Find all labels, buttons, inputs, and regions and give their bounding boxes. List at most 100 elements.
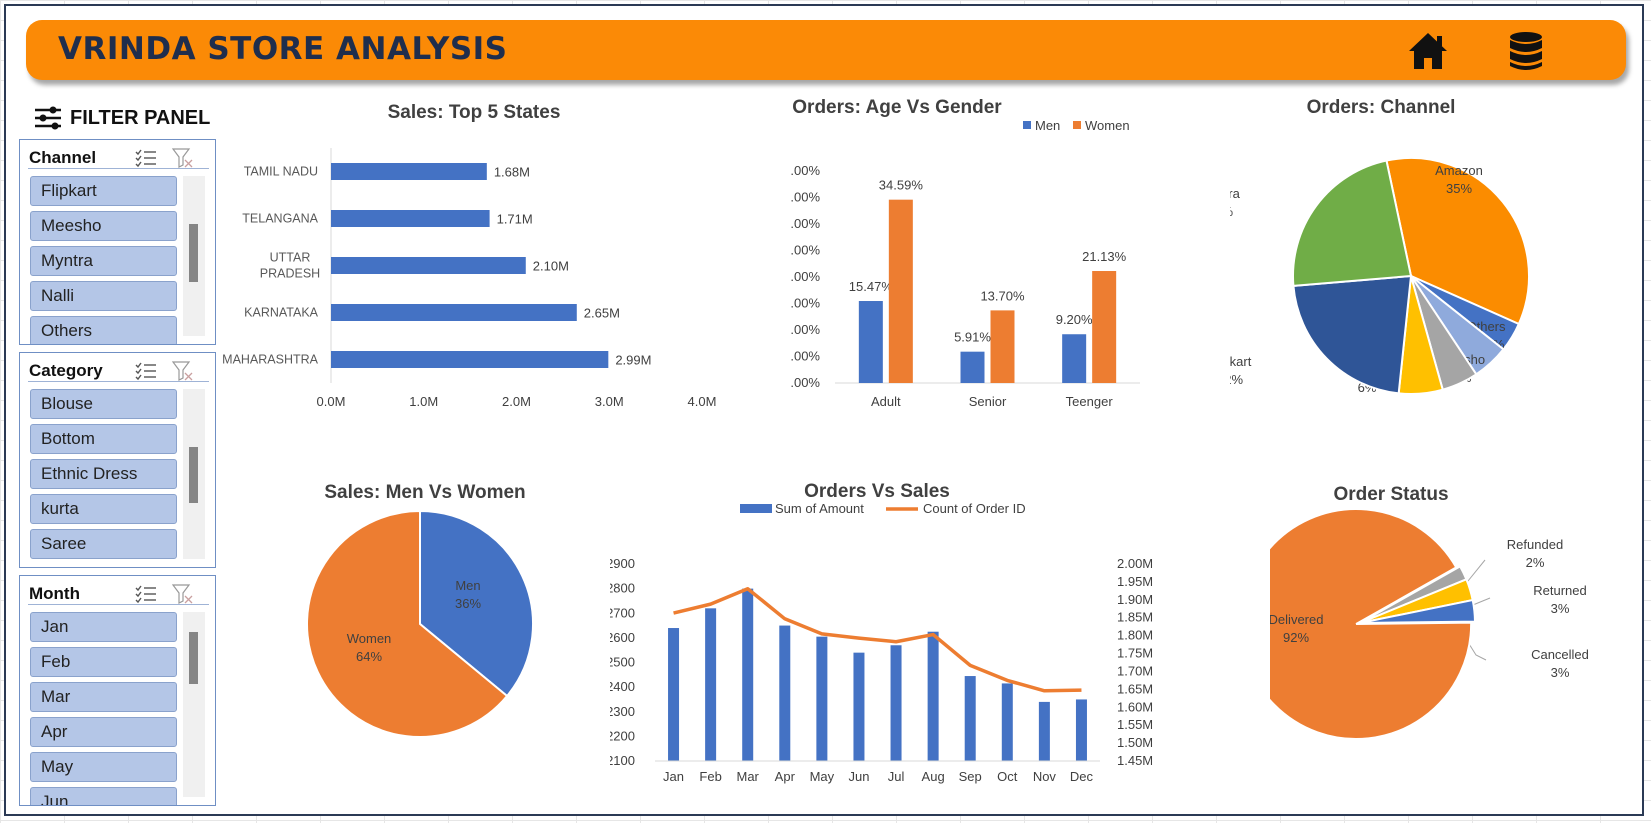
bar bbox=[990, 310, 1015, 383]
slicer-item-myntra[interactable]: Myntra bbox=[30, 246, 177, 276]
y-right-tick-label: 1.75M bbox=[1117, 646, 1153, 661]
multi-select-icon[interactable] bbox=[135, 148, 157, 168]
clear-filter-icon[interactable] bbox=[172, 584, 194, 604]
slicer-item-bottom[interactable]: Bottom bbox=[30, 424, 177, 454]
bar bbox=[331, 210, 490, 227]
y-tick-label: 40.00% bbox=[790, 163, 820, 178]
multi-select-icon[interactable] bbox=[135, 584, 157, 604]
line-series bbox=[673, 586, 1082, 693]
bar bbox=[927, 631, 939, 761]
slice-value-label: 36% bbox=[455, 596, 481, 611]
legend-swatch bbox=[1073, 121, 1081, 129]
category-slicer-header: Category bbox=[28, 359, 209, 382]
legend-swatch bbox=[1023, 121, 1031, 129]
bar bbox=[331, 163, 487, 180]
category-slicer-items: Blouse Bottom Ethnic Dress kurta Saree bbox=[30, 389, 177, 564]
bar bbox=[1062, 334, 1087, 383]
category-label: MAHARASHTRA bbox=[222, 353, 319, 367]
men-women-pie-chart: Men 36% Women 64% Sales: Men Vs Women bbox=[306, 483, 534, 738]
pie-slice-amazon bbox=[1385, 157, 1530, 326]
bar bbox=[960, 351, 985, 383]
month-slicer: Month Jan Feb Mar Apr May Jun bbox=[19, 575, 216, 806]
bar bbox=[331, 351, 609, 368]
dashboard-title: VRINDA STORE ANALYSIS bbox=[58, 31, 508, 67]
data-label: 2.99M bbox=[615, 353, 651, 368]
chart-title: Orders: Age Vs Gender bbox=[792, 97, 1002, 118]
category-slicer-scrollbar[interactable] bbox=[183, 389, 205, 559]
chart-title: Sales: Men Vs Women bbox=[324, 483, 525, 503]
slicer-item-feb[interactable]: Feb bbox=[30, 647, 177, 677]
data-label: 1.68M bbox=[494, 165, 530, 180]
y-left-tick-label: 2600 bbox=[610, 630, 635, 645]
data-label: 9.20% bbox=[1056, 312, 1093, 327]
y-left-tick-label: 2100 bbox=[610, 753, 635, 768]
y-right-tick-label: 1.55M bbox=[1117, 717, 1153, 732]
scrollbar-thumb[interactable] bbox=[189, 632, 198, 684]
category-slicer: Category Blouse Bottom Ethnic Dress kurta Sar… bbox=[19, 352, 216, 568]
category-slicer-title: Category bbox=[29, 361, 103, 380]
slicer-item-mar[interactable]: Mar bbox=[30, 682, 177, 712]
slicer-item-may[interactable]: May bbox=[30, 752, 177, 782]
data-label: 15.47% bbox=[849, 279, 894, 294]
bar bbox=[853, 652, 865, 761]
bar bbox=[668, 628, 680, 761]
y-tick-label: 15.00% bbox=[790, 296, 820, 311]
x-tick-label: 0.0M bbox=[317, 394, 346, 409]
month-slicer-scrollbar[interactable] bbox=[183, 612, 205, 797]
slicer-item-apr[interactable]: Apr bbox=[30, 717, 177, 747]
bar bbox=[1075, 699, 1087, 761]
bar bbox=[964, 676, 976, 761]
slicer-item-flipkart[interactable]: Flipkart bbox=[30, 176, 177, 206]
y-right-tick-label: 1.45M bbox=[1117, 753, 1153, 768]
bar bbox=[888, 199, 913, 383]
y-tick-label: 25.00% bbox=[790, 243, 820, 258]
slicer-item-kurta[interactable]: kurta bbox=[30, 494, 177, 524]
data-label: 21.13% bbox=[1082, 249, 1127, 264]
x-tick-label: Jul bbox=[888, 769, 905, 784]
slice-value-label: 22% bbox=[1230, 372, 1243, 387]
y-tick-label: 10.00% bbox=[790, 322, 820, 337]
y-right-tick-label: 1.80M bbox=[1117, 628, 1153, 643]
slicer-item-nalli[interactable]: Nalli bbox=[30, 281, 177, 311]
x-tick-label: Oct bbox=[997, 769, 1018, 784]
slice-value-label: 92% bbox=[1283, 630, 1309, 645]
scrollbar-thumb[interactable] bbox=[189, 224, 198, 282]
scrollbar-thumb[interactable] bbox=[189, 447, 198, 503]
pie-slice-cancelled bbox=[1359, 598, 1477, 624]
slice-name-label: Delivered bbox=[1270, 612, 1323, 627]
x-tick-label: Teenger bbox=[1066, 394, 1114, 409]
data-label: 5.91% bbox=[954, 330, 991, 345]
slicer-item-others[interactable]: Others bbox=[30, 316, 177, 344]
bar bbox=[1092, 271, 1117, 383]
channel-slicer-scrollbar[interactable] bbox=[183, 176, 205, 336]
channel-slicer-items: Flipkart Meesho Myntra Nalli Others bbox=[30, 176, 177, 344]
category-label: TAMIL NADU bbox=[244, 165, 318, 179]
slicer-item-jan[interactable]: Jan bbox=[30, 612, 177, 642]
database-icon[interactable] bbox=[1504, 30, 1548, 72]
slicer-item-jun[interactable]: Jun bbox=[30, 787, 177, 805]
clear-filter-icon[interactable] bbox=[172, 361, 194, 381]
slicer-item-ethnic-dress[interactable]: Ethnic Dress bbox=[30, 459, 177, 489]
y-left-tick-label: 2800 bbox=[610, 581, 635, 596]
home-icon[interactable] bbox=[1406, 30, 1450, 72]
data-label: 2.10M bbox=[533, 259, 569, 274]
clear-filter-icon[interactable] bbox=[172, 148, 194, 168]
x-tick-label: 3.0M bbox=[595, 394, 624, 409]
legend-label: Men bbox=[1035, 118, 1060, 133]
slicer-item-meesho[interactable]: Meesho bbox=[30, 211, 177, 241]
slice-name-label: Myntra bbox=[1230, 186, 1241, 201]
legend-swatch bbox=[740, 504, 772, 513]
x-tick-label: Jun bbox=[848, 769, 869, 784]
bar bbox=[779, 625, 791, 761]
top-states-chart: Sales: Top 5 States TAMIL NADU 1.68M TELANG… bbox=[222, 102, 716, 409]
bar bbox=[1001, 683, 1013, 761]
pie-slice-delivered bbox=[1270, 508, 1473, 740]
category-label: TELANGANA bbox=[242, 212, 318, 226]
chart-title: Sales: Top 5 States bbox=[388, 102, 561, 123]
multi-select-icon[interactable] bbox=[135, 361, 157, 381]
slicer-item-saree[interactable]: Saree bbox=[30, 529, 177, 559]
x-tick-label: Feb bbox=[699, 769, 721, 784]
bar bbox=[816, 636, 828, 761]
channel-slicer-header: Channel bbox=[28, 146, 209, 169]
slicer-item-blouse[interactable]: Blouse bbox=[30, 389, 177, 419]
